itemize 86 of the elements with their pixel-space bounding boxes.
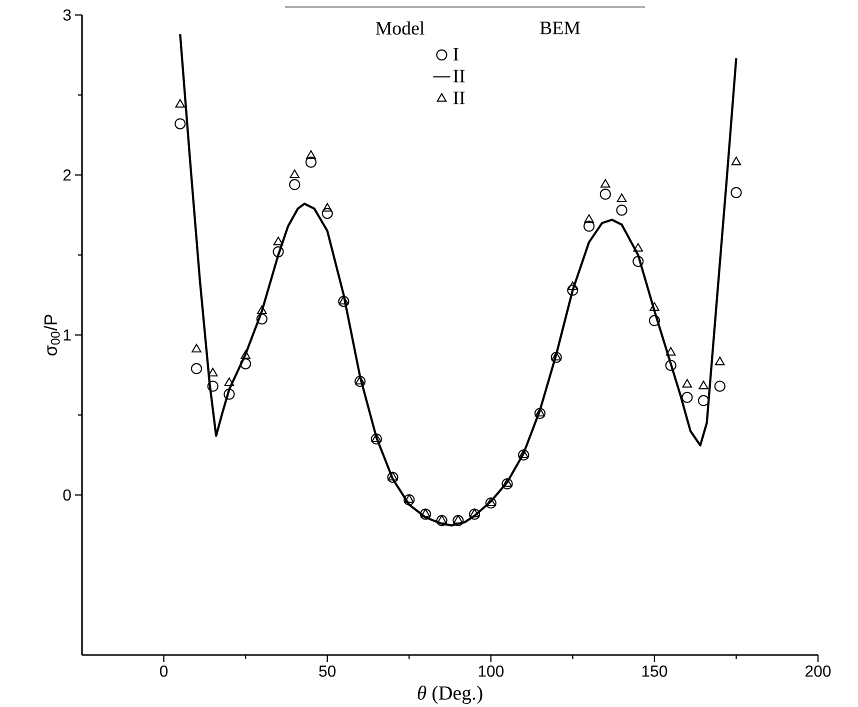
point — [470, 508, 480, 518]
point — [174, 118, 186, 130]
point — [240, 358, 252, 370]
y-tick-label: 1 — [64, 329, 71, 340]
point — [486, 497, 496, 506]
point — [272, 246, 284, 258]
point — [682, 378, 692, 388]
point — [190, 362, 202, 374]
point — [175, 98, 186, 108]
point — [648, 314, 660, 326]
point — [568, 281, 578, 290]
x-tick-label: 0 — [160, 665, 168, 677]
point — [404, 494, 415, 506]
point — [436, 514, 447, 524]
x-tick-label: 150 — [642, 665, 668, 677]
point — [420, 508, 430, 518]
point — [583, 220, 595, 232]
legend-label: II — [453, 70, 465, 82]
point — [698, 394, 710, 406]
point — [452, 514, 464, 526]
point — [731, 156, 742, 166]
point — [534, 408, 546, 419]
point — [550, 352, 562, 363]
point — [289, 178, 300, 190]
y-tick-label: 2 — [63, 169, 71, 180]
point — [436, 514, 448, 526]
point — [665, 360, 676, 371]
point — [518, 449, 528, 458]
point — [714, 380, 726, 392]
point — [600, 188, 611, 200]
point — [305, 156, 317, 168]
point — [338, 296, 350, 307]
point — [338, 296, 349, 304]
point — [616, 193, 627, 202]
x-tick-label: 100 — [478, 665, 504, 677]
point — [322, 208, 333, 219]
point — [518, 449, 530, 460]
x-tick-label: 200 — [806, 665, 831, 677]
point — [485, 497, 496, 508]
point — [698, 380, 708, 390]
point — [208, 368, 218, 376]
point — [535, 408, 545, 416]
point — [207, 380, 218, 392]
point — [502, 478, 512, 487]
point — [290, 169, 300, 178]
point — [714, 356, 725, 366]
point — [240, 350, 250, 359]
point — [650, 302, 660, 311]
annotation: BEM — [540, 22, 580, 34]
point — [257, 305, 267, 314]
point — [192, 344, 202, 352]
point — [387, 472, 398, 483]
point — [616, 204, 628, 216]
point — [404, 494, 414, 503]
legend-label: I — [453, 48, 458, 60]
point — [567, 284, 578, 296]
point — [355, 376, 365, 384]
point — [388, 472, 398, 480]
point — [502, 478, 513, 490]
point — [372, 433, 382, 442]
x-axis-title: θ (Deg.) — [418, 686, 482, 704]
y-tick-label: 3 — [63, 9, 71, 21]
legend-label: II — [453, 92, 465, 104]
point — [256, 313, 268, 324]
point — [370, 433, 382, 444]
point — [354, 376, 366, 387]
point — [633, 242, 643, 252]
point — [224, 377, 234, 386]
point — [468, 508, 480, 520]
point — [322, 202, 332, 212]
x-tick-label: 50 — [319, 665, 336, 677]
point — [600, 178, 610, 188]
point — [666, 346, 676, 356]
point — [551, 352, 562, 360]
point — [306, 150, 316, 159]
legend-title: Model — [376, 21, 424, 35]
point — [730, 186, 742, 198]
point — [453, 514, 464, 524]
point — [682, 392, 693, 403]
point — [273, 236, 284, 246]
point — [632, 256, 644, 267]
y-tick-label: 0 — [63, 489, 71, 501]
y-axis-title: σ$_{00}$/P — [44, 314, 60, 356]
point — [584, 214, 594, 223]
point — [420, 508, 432, 520]
point — [224, 388, 235, 400]
